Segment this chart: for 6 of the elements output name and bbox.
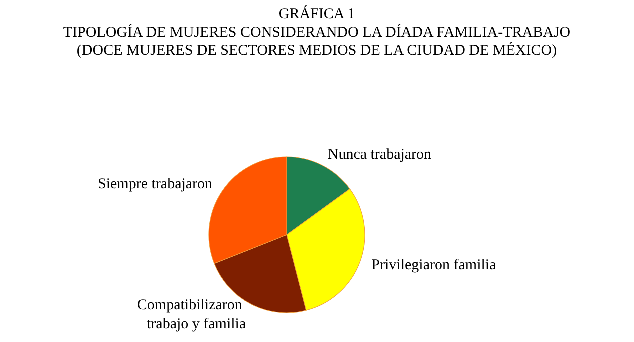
slice-label: Siempre trabajaron: [98, 176, 214, 192]
chart-title: GRÁFICA 1: [278, 6, 356, 22]
slice-label: Compatibilizaron trabajo y familia: [137, 298, 246, 333]
slice-label: Privilegiaron familia: [372, 257, 497, 274]
slice-label: Nunca trabajaron: [328, 146, 432, 163]
chart-subtitle: TIPOLOGÍA DE MUJERES CONSIDERANDO LA DÍADA FAMILIA-TRABAJO (DOCE MUJERES DE SECTORES MEDIOS DE LA CIUDAD DE MÉXICO): [63, 24, 571, 59]
